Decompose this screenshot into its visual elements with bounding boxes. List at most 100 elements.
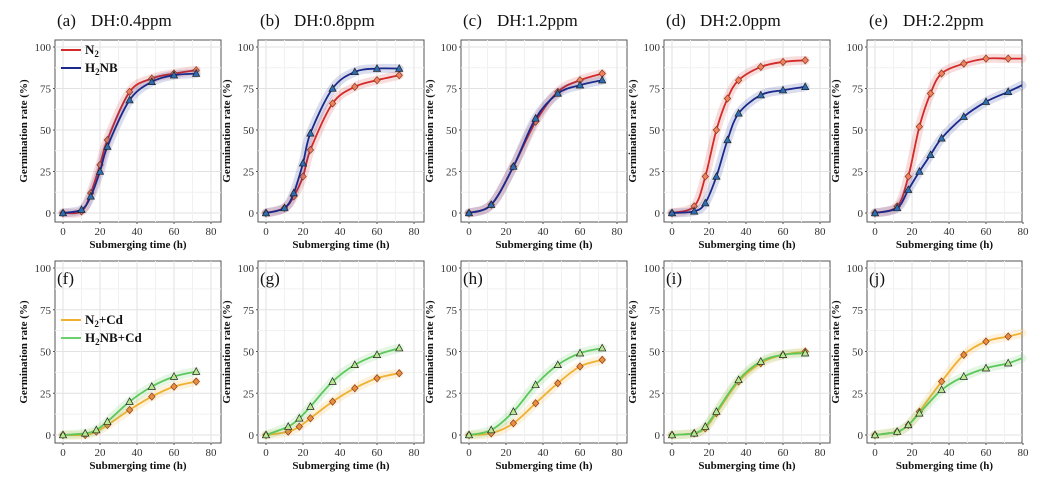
x-tick-label: 80 (409, 226, 421, 238)
y-tick-label: 0 (249, 430, 255, 442)
y-tick-label: 50 (40, 125, 52, 137)
data-point (870, 430, 880, 439)
data-point (690, 428, 699, 437)
x-tick-label: 60 (372, 226, 384, 238)
plot-frame (866, 39, 1023, 223)
x-tick-label: 20 (298, 447, 310, 459)
chart-panel: 0 25 50 75 100 0 20 40 60 80 Submerging time (h) Ge… (18, 260, 222, 472)
x-tick-label: 60 (981, 447, 993, 459)
legend-label-rest: NB+Cd (100, 330, 143, 345)
legend-label-rest: NB (100, 60, 118, 75)
x-axis-title: Submerging time (h) (89, 239, 187, 251)
x-tick-label: 60 (778, 447, 790, 459)
data-point (915, 166, 924, 175)
y-tick-label: 25 (649, 167, 661, 179)
y-tick-label: 25 (852, 167, 864, 179)
series-line-H2NB (874, 84, 1023, 214)
data-point (125, 95, 134, 104)
x-tick-label: 60 (778, 226, 790, 238)
panel-letter: (d) (666, 11, 686, 30)
data-point (395, 71, 403, 80)
data-point (77, 205, 86, 213)
data-point (598, 343, 607, 352)
legend-label-main: H (85, 330, 95, 345)
x-axis-title: Submerging time (h) (89, 460, 187, 472)
data-point (295, 413, 304, 422)
data-point (982, 337, 990, 346)
x-tick-label: 40 (741, 226, 753, 238)
data-point (756, 356, 765, 365)
data-point (306, 145, 315, 155)
data-point (778, 350, 788, 358)
x-tick-label: 40 (944, 226, 956, 238)
data-point (192, 367, 201, 375)
x-tick-label: 20 (298, 226, 310, 238)
legend-label: N2 (85, 42, 99, 59)
data-point (553, 88, 562, 97)
data-point (981, 97, 991, 105)
panel-letter: (c) (463, 11, 482, 30)
y-tick-label: 75 (852, 84, 864, 96)
x-tick-label: 80 (206, 226, 218, 238)
data-point (553, 360, 562, 369)
y-tick-label: 0 (858, 430, 864, 442)
y-tick-label: 50 (243, 347, 255, 359)
y-tick-label: 50 (40, 347, 52, 359)
data-point (701, 422, 710, 430)
y-tick-label: 50 (852, 125, 864, 137)
x-tick-label: 80 (815, 226, 827, 238)
data-point (756, 90, 765, 99)
x-tick-label: 40 (132, 447, 144, 459)
x-tick-label: 80 (409, 447, 421, 459)
data-point (58, 430, 68, 439)
data-point (801, 348, 810, 357)
data-point (373, 76, 381, 85)
data-point (734, 375, 743, 384)
y-axis-title: Germination rate (%) (627, 79, 639, 183)
y-axis-title: Germination rate (%) (424, 300, 436, 404)
data-point (169, 372, 179, 380)
data-point (464, 208, 474, 217)
x-axis-title: Submerging time (h) (896, 460, 994, 472)
data-point (1004, 87, 1013, 95)
data-point (723, 94, 732, 103)
panel-title: DH:2.0ppm (700, 11, 781, 30)
panel-letter: (j) (869, 269, 885, 288)
panel-title: DH:1.2ppm (497, 11, 578, 30)
y-tick-label: 50 (243, 125, 255, 137)
x-tick-label: 0 (60, 226, 66, 238)
data-point (531, 399, 540, 408)
data-point (701, 198, 710, 207)
y-tick-label: 100 (847, 263, 864, 275)
data-point (395, 64, 404, 72)
y-axis-title: Germination rate (%) (424, 79, 436, 183)
y-tick-label: 50 (446, 125, 458, 137)
data-point (712, 407, 721, 415)
x-tick-label: 0 (872, 226, 878, 238)
y-tick-label: 25 (40, 167, 52, 179)
x-tick-label: 0 (669, 226, 675, 238)
y-tick-label: 100 (441, 42, 458, 54)
x-tick-label: 20 (907, 226, 919, 238)
legend-label-subscript: 2 (95, 337, 100, 347)
legend-label-subscript: 2 (94, 319, 99, 329)
y-tick-label: 25 (243, 167, 255, 179)
chart-panel: 0 25 50 75 100 0 20 40 60 80 Submerging time (h) Ge… (830, 260, 1029, 472)
x-tick-label: 0 (263, 226, 269, 238)
x-tick-label: 40 (335, 447, 347, 459)
data-point (937, 133, 946, 142)
legend-label-rest: +Cd (99, 312, 124, 327)
data-point (981, 363, 991, 372)
chart-panel: 0 25 50 75 100 0 20 40 60 80 Submerging time (h) Ge… (830, 11, 1029, 251)
x-tick-label: 0 (466, 226, 472, 238)
data-point (103, 417, 112, 425)
x-tick-label: 60 (169, 447, 181, 459)
plot-frame (460, 39, 628, 223)
x-tick-label: 80 (612, 447, 624, 459)
data-point (1004, 54, 1012, 63)
data-point (667, 430, 677, 439)
data-point (125, 405, 134, 415)
y-tick-label: 0 (46, 430, 52, 442)
panel-letter: (e) (869, 11, 888, 30)
data-point (170, 382, 178, 391)
